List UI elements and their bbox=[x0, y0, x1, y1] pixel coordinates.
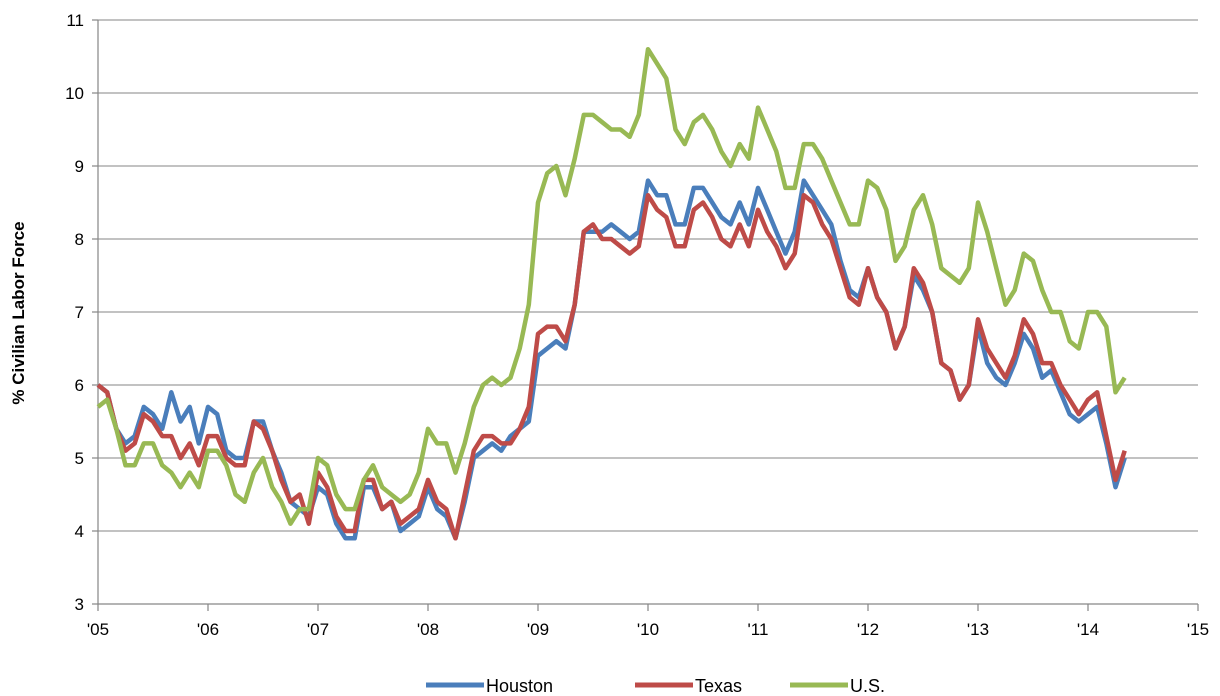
legend-label: Houston bbox=[486, 676, 553, 696]
x-tick-label: '06 bbox=[197, 620, 219, 639]
x-tick-labels: '05 '06 '07 '08 '09 '10 '11 '12 '13 '14 '15 bbox=[87, 620, 1209, 639]
y-tick-label: 7 bbox=[75, 303, 84, 322]
y-tick-labels: 3 4 5 6 7 8 9 10 11 bbox=[65, 11, 84, 614]
x-tick-label: '11 bbox=[748, 620, 769, 639]
x-tick-label: '05 bbox=[87, 620, 109, 639]
y-tick-label: 3 bbox=[75, 595, 84, 614]
x-tick-label: '08 bbox=[417, 620, 439, 639]
x-tick-label: '15 bbox=[1187, 620, 1209, 639]
y-axis-label: % Civilian Labor Force bbox=[9, 221, 28, 404]
y-tick-label: 11 bbox=[66, 11, 84, 30]
x-tick-label: '13 bbox=[967, 620, 989, 639]
legend-label: Texas bbox=[695, 676, 742, 696]
y-tick-label: 5 bbox=[75, 449, 84, 468]
gridlines bbox=[98, 19, 1198, 532]
series-lines bbox=[96, 46, 1127, 541]
y-tick-label: 8 bbox=[75, 230, 84, 249]
axes bbox=[92, 19, 1199, 611]
y-tick-label: 9 bbox=[75, 157, 84, 176]
legend: Houston Texas U.S. bbox=[426, 676, 885, 696]
series-line-us bbox=[96, 46, 1127, 526]
x-tick-label: '07 bbox=[307, 620, 329, 639]
x-tick-label: '12 bbox=[857, 620, 879, 639]
series-line-texas bbox=[96, 192, 1127, 541]
y-tick-label: 6 bbox=[75, 376, 84, 395]
y-tick-label: 10 bbox=[65, 84, 84, 103]
x-tick-label: '10 bbox=[637, 620, 659, 639]
legend-label: U.S. bbox=[850, 676, 885, 696]
y-tick-label: 4 bbox=[75, 522, 84, 541]
x-tick-label: '09 bbox=[527, 620, 549, 639]
x-tick-label: '14 bbox=[1077, 620, 1099, 639]
